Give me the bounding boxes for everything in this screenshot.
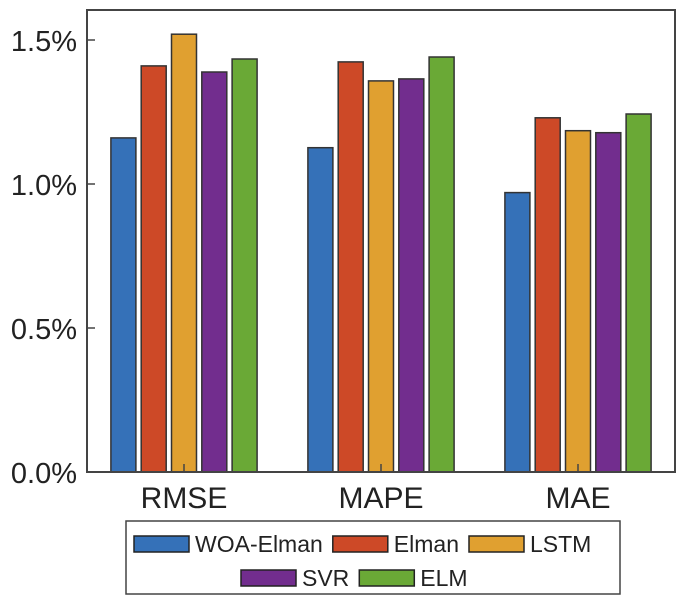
y-tick-label: 1.0% [11, 170, 77, 202]
legend: WOA-Elman Elman LSTM SVR ELM [125, 520, 621, 595]
x-tick-label: RMSE [141, 482, 228, 515]
legend-label-elm: ELM [420, 565, 467, 591]
x-axis: RMSE MAPE MAE [141, 464, 611, 515]
bars-layer [110, 33, 652, 473]
y-axis: 0.0% 0.5% 1.0% 1.5% [11, 26, 95, 490]
bar-woa-elman-mape [307, 146, 334, 473]
y-tick-label: 0.5% [11, 314, 77, 346]
y-tick-label: 0.0% [11, 458, 77, 490]
legend-swatch-woa-elman [133, 535, 190, 553]
legend-label-svr: SVR [302, 565, 349, 591]
bar-lstm-mae [564, 129, 592, 473]
bar-lstm-rmse [170, 33, 198, 473]
bar-elman-mape [337, 61, 364, 473]
x-tick-label: MAE [545, 482, 610, 515]
legend-swatch-elm [358, 569, 416, 587]
legend-swatch-lstm [468, 535, 525, 553]
bar-lstm-mape [367, 80, 395, 473]
legend-swatch-svr [240, 569, 297, 587]
bar-woa-elman-mae [504, 191, 531, 473]
bar-svr-mape [398, 78, 425, 473]
legend-label-lstm: LSTM [530, 531, 591, 557]
bar-elm-mape [428, 56, 455, 473]
bar-svr-mae [595, 131, 622, 473]
legend-label-woa-elman: WOA-Elman [195, 531, 323, 557]
bar-woa-elman-rmse [110, 137, 137, 473]
y-tick-label: 1.5% [11, 26, 77, 58]
bar-elman-rmse [140, 65, 167, 473]
bar-svr-rmse [201, 71, 228, 473]
bar-elm-mae [625, 113, 652, 473]
legend-label-elman: Elman [394, 531, 459, 557]
legend-swatch-elman [332, 535, 389, 553]
bar-elm-rmse [231, 58, 258, 473]
x-tick-label: MAPE [338, 482, 423, 515]
bar-elman-mae [534, 117, 561, 473]
